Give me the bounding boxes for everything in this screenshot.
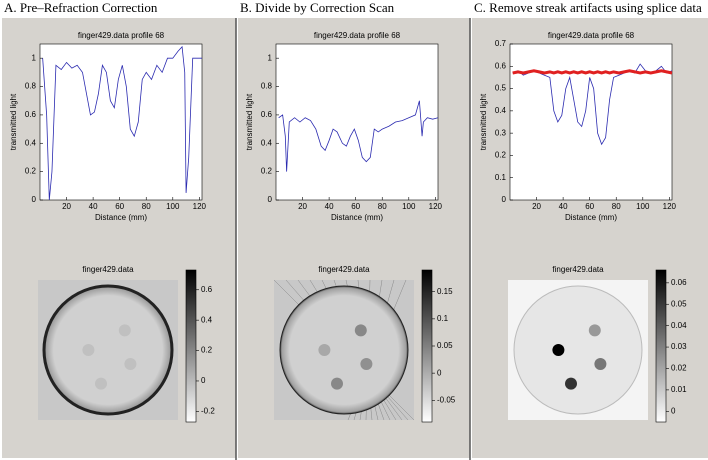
y-axis-label: transmitted light bbox=[479, 93, 488, 150]
colorbar-tick-label: 0 bbox=[437, 368, 442, 377]
image-title: finger429.data bbox=[318, 265, 370, 274]
inclusion bbox=[552, 344, 565, 356]
x-tick-label: 60 bbox=[115, 202, 124, 211]
chart-title: finger429.data profile 68 bbox=[548, 31, 635, 40]
y-tick-label: 0.2 bbox=[25, 167, 37, 176]
x-tick-label: 40 bbox=[325, 202, 334, 211]
chart-title: finger429.data profile 68 bbox=[314, 31, 401, 40]
inclusion bbox=[95, 377, 107, 390]
colorbar-tick-label: 0 bbox=[201, 376, 206, 385]
inclusion bbox=[331, 377, 343, 390]
colorbar bbox=[655, 269, 667, 423]
y-tick-label: 0.4 bbox=[261, 138, 273, 147]
y-tick-label: 0.6 bbox=[495, 61, 507, 70]
x-axis-label: Distance (mm) bbox=[331, 213, 383, 222]
colorbar bbox=[421, 269, 433, 423]
x-tick-label: 60 bbox=[351, 202, 360, 211]
y-tick-label: 0.4 bbox=[25, 138, 37, 147]
phantom-disk bbox=[513, 285, 643, 415]
image-title: finger429.data bbox=[552, 265, 604, 274]
y-tick-label: 0.4 bbox=[495, 106, 507, 115]
y-tick-label: 0.1 bbox=[495, 173, 507, 182]
x-tick-label: 80 bbox=[378, 202, 387, 211]
x-tick-label: 40 bbox=[89, 202, 98, 211]
y-tick-label: 0.3 bbox=[495, 128, 507, 137]
x-tick-label: 120 bbox=[663, 202, 677, 211]
profile-line bbox=[512, 69, 673, 75]
colorbar-tick-label: 0.4 bbox=[201, 315, 213, 324]
inclusion bbox=[318, 344, 331, 356]
colorbar-tick-label: 0.05 bbox=[671, 299, 687, 308]
colorbar-tick-label: 0.01 bbox=[671, 385, 687, 394]
plot-area bbox=[509, 43, 673, 201]
x-tick-label: 80 bbox=[612, 202, 621, 211]
colorbar-tick-label: 0.05 bbox=[437, 341, 453, 350]
y-tick-label: 0.6 bbox=[25, 110, 37, 119]
y-tick-label: 0.5 bbox=[495, 84, 507, 93]
x-tick-label: 120 bbox=[193, 202, 207, 211]
x-tick-label: 20 bbox=[298, 202, 307, 211]
x-axis-label: Distance (mm) bbox=[565, 213, 617, 222]
inclusion bbox=[588, 324, 601, 337]
x-tick-label: 120 bbox=[429, 202, 443, 211]
y-tick-label: 0.7 bbox=[495, 39, 507, 48]
image-content bbox=[513, 285, 643, 415]
y-axis-label: transmitted light bbox=[9, 93, 18, 150]
inclusion bbox=[118, 324, 131, 337]
panel-heading: C. Remove streak artifacts using splice … bbox=[474, 0, 702, 15]
image-content bbox=[273, 279, 415, 421]
plot-area bbox=[39, 43, 203, 201]
x-tick-label: 20 bbox=[532, 202, 541, 211]
y-tick-label: 1 bbox=[268, 53, 273, 62]
phantom-disk bbox=[42, 284, 174, 416]
y-tick-label: 0.8 bbox=[261, 82, 273, 91]
profile-line bbox=[512, 63, 673, 146]
inclusion bbox=[354, 324, 367, 337]
y-tick-label: 0 bbox=[32, 195, 37, 204]
x-tick-label: 40 bbox=[559, 202, 568, 211]
inclusion bbox=[82, 344, 95, 356]
colorbar-tick-label: 0.6 bbox=[201, 285, 213, 294]
chart-title: finger429.data profile 68 bbox=[78, 31, 165, 40]
x-tick-label: 100 bbox=[166, 202, 180, 211]
y-tick-label: 0 bbox=[502, 195, 507, 204]
y-tick-label: 0.8 bbox=[25, 82, 37, 91]
colorbar-tick-label: -0.05 bbox=[437, 395, 456, 404]
panel-heading: B. Divide by Correction Scan bbox=[240, 0, 395, 15]
colorbar-tick-label: 0.04 bbox=[671, 321, 687, 330]
colorbar-tick-label: 0.03 bbox=[671, 342, 687, 351]
inclusion bbox=[124, 358, 137, 370]
colorbar-tick-label: 0.02 bbox=[671, 364, 687, 373]
y-tick-label: 0.2 bbox=[495, 151, 507, 160]
y-tick-label: 0.2 bbox=[261, 167, 273, 176]
profile-line bbox=[42, 45, 202, 201]
inclusion bbox=[565, 377, 577, 390]
image-title: finger429.data bbox=[82, 265, 134, 274]
profile-line bbox=[278, 100, 439, 172]
y-tick-label: 0 bbox=[268, 195, 273, 204]
inclusion bbox=[594, 358, 607, 370]
x-tick-label: 80 bbox=[142, 202, 151, 211]
colorbar-tick-label: -0.2 bbox=[201, 406, 215, 415]
x-tick-label: 20 bbox=[62, 202, 71, 211]
x-tick-label: 60 bbox=[585, 202, 594, 211]
x-tick-label: 100 bbox=[636, 202, 650, 211]
inclusion bbox=[360, 358, 373, 370]
panel-heading: A. Pre–Refraction Correction bbox=[4, 0, 158, 15]
image-content bbox=[42, 284, 174, 416]
y-tick-label: 0.6 bbox=[261, 110, 273, 119]
x-axis-label: Distance (mm) bbox=[95, 213, 147, 222]
colorbar bbox=[185, 269, 197, 423]
x-tick-label: 100 bbox=[402, 202, 416, 211]
plot-area bbox=[275, 43, 439, 201]
colorbar-tick-label: 0.2 bbox=[201, 346, 213, 355]
phantom-disk bbox=[279, 285, 409, 415]
colorbar-tick-label: 0.15 bbox=[437, 287, 453, 296]
colorbar-tick-label: 0.1 bbox=[437, 314, 449, 323]
colorbar-tick-label: 0 bbox=[671, 406, 676, 415]
y-axis-label: transmitted light bbox=[245, 93, 254, 150]
colorbar-tick-label: 0.06 bbox=[671, 278, 687, 287]
y-tick-label: 1 bbox=[32, 53, 37, 62]
